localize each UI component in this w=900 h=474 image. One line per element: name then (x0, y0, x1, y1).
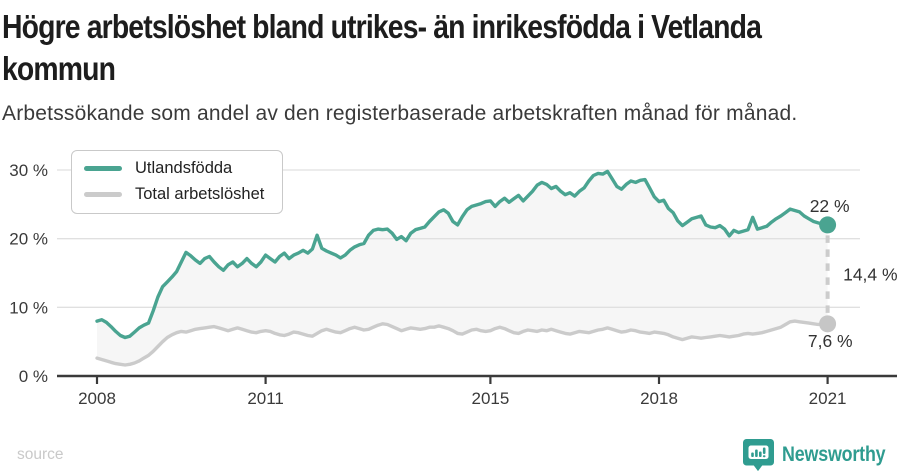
newsworthy-logo: Newsworthy (742, 438, 900, 472)
y-tick-label: 20 % (9, 230, 48, 249)
legend-swatch-teal (84, 166, 122, 171)
chart-legend: Utlandsfödda Total arbetslöshet (71, 150, 284, 214)
y-tick-label: 10 % (9, 298, 48, 317)
newsworthy-wordmark: Newsworthy (782, 443, 886, 466)
end-dot-utlandsfodda (819, 216, 837, 234)
legend-label: Total arbetslöshet (135, 185, 265, 203)
y-tick-label: 0 % (19, 367, 48, 386)
end-dot-total (819, 315, 837, 333)
source-label: source (17, 446, 64, 463)
value-label-utlandsfodda: 22 % (810, 196, 850, 216)
legend-item-utlandsfodda: Utlandsfödda (84, 159, 264, 178)
chart-canvas: 2008 2011 2015 2018 2021 0 % 10 % 20 % 30 % 22 % 1… (9, 161, 899, 408)
x-tick-label: 2018 (640, 389, 678, 408)
line-chart: 2008 2011 2015 2018 2021 0 % 10 % 20 % 30 % 22 % 1… (0, 136, 900, 412)
value-label-total: 7,6 % (808, 331, 853, 351)
x-tick-label: 2008 (78, 389, 116, 408)
page-title: Högre arbetslöshet bland utrikes- än inr… (2, 6, 900, 90)
value-label-gap: 14,4 % (843, 264, 897, 284)
x-tick-label: 2021 (809, 389, 847, 408)
legend-swatch-gray (84, 192, 122, 197)
x-tick-label: 2015 (471, 389, 509, 408)
x-tick-label: 2011 (247, 389, 284, 408)
title-line-1: Högre arbetslöshet bland utrikes- än inr… (2, 8, 762, 45)
chart-subtitle: Arbetssökande som andel av den registerb… (2, 102, 798, 125)
line-total-arbetsloshet (95, 319, 830, 367)
newsworthy-bubble-chart-icon (743, 439, 774, 472)
legend-item-total: Total arbetslöshet (84, 185, 264, 204)
line-utlandsfodda (95, 169, 830, 340)
legend-label: Utlandsfödda (135, 159, 233, 177)
title-line-2: kommun (2, 50, 116, 87)
area-between-series (97, 171, 828, 365)
y-tick-label: 30 % (9, 161, 48, 180)
